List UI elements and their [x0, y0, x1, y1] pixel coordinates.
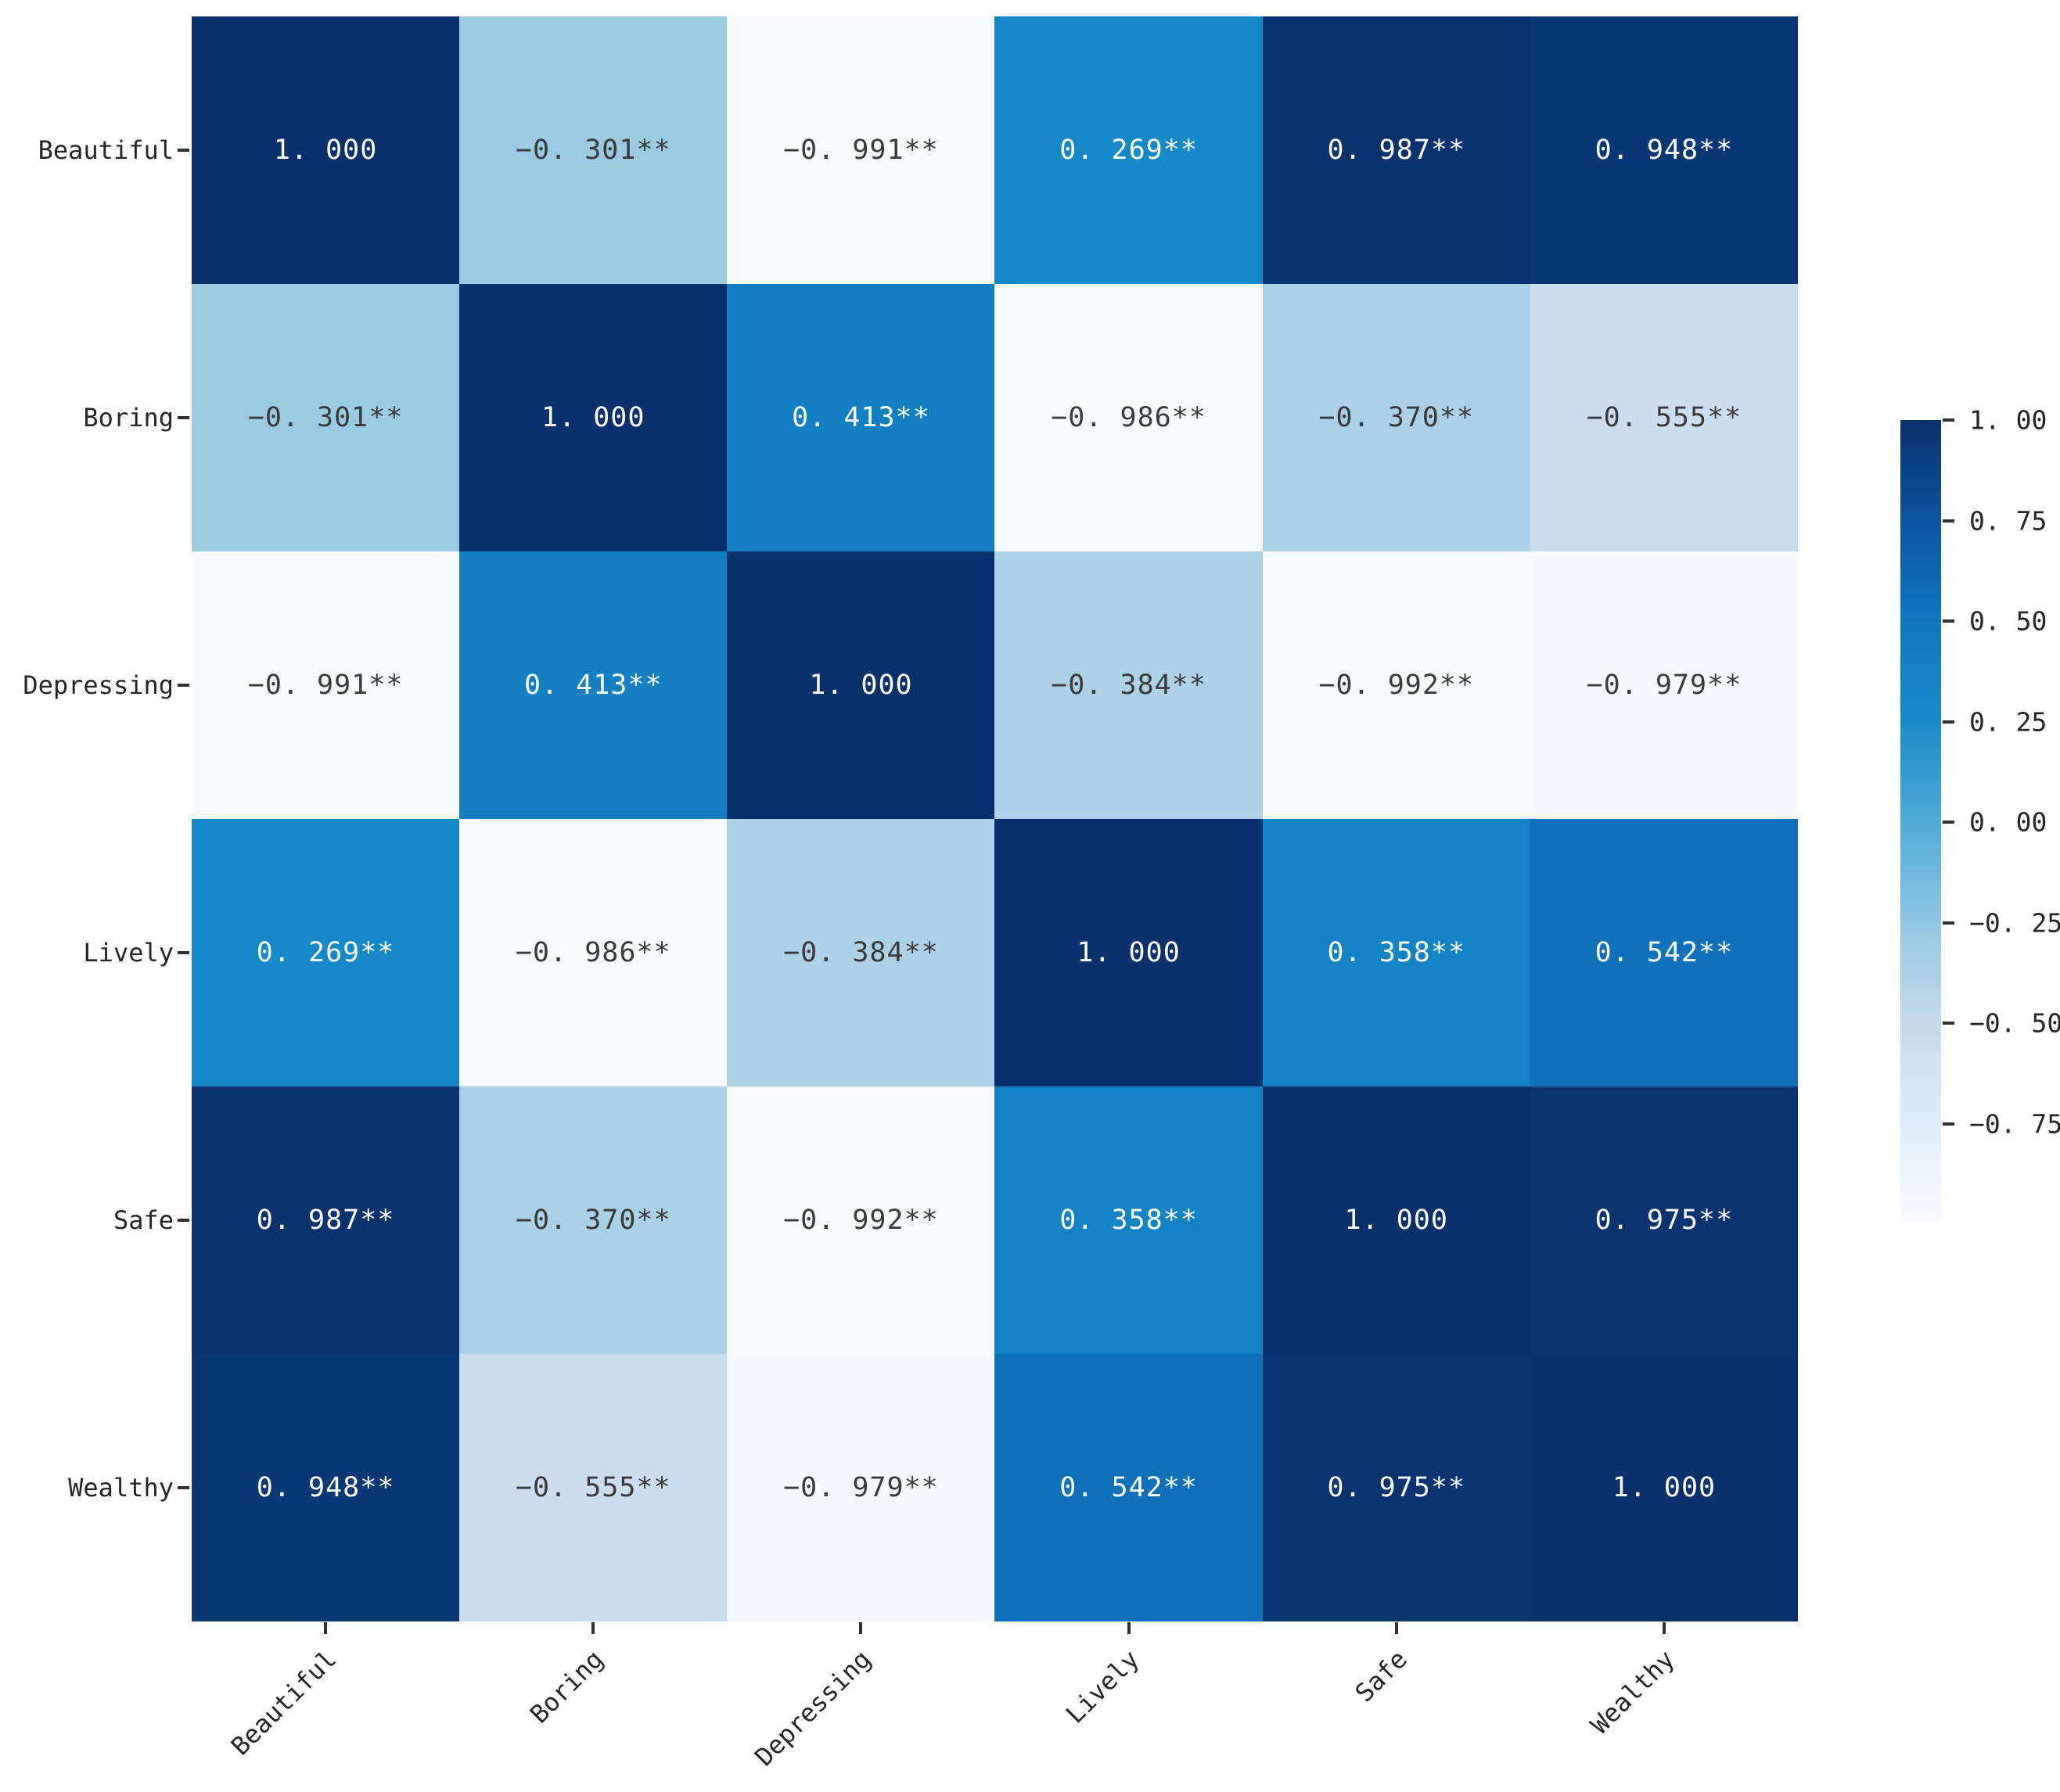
y-tick-mark — [178, 951, 189, 954]
y-tick-mark — [178, 416, 189, 419]
heatmap-cell: 0. 987** — [192, 1086, 460, 1354]
heatmap-cell: −0. 992** — [1262, 551, 1530, 819]
x-tick-mark — [1663, 1622, 1666, 1634]
colorbar-tick-mark — [1943, 418, 1954, 422]
heatmap-cell: 0. 987** — [1262, 16, 1530, 284]
colorbar-tick-mark — [1943, 921, 1954, 925]
x-tick-mark — [1395, 1622, 1398, 1634]
y-tick-label-depressing: Depressing — [23, 670, 174, 700]
colorbar-tick-label: 0. 00 — [1969, 806, 2047, 838]
heatmap-cell: 0. 948** — [192, 1354, 460, 1621]
heatmap-grid: 1. 000 −0. 301** −0. 991** 0. 269** 0. 9… — [192, 16, 1798, 1621]
x-tick-label-boring: Boring — [524, 1644, 609, 1729]
y-tick-mark — [178, 684, 189, 687]
heatmap-cell: −0. 979** — [1530, 551, 1798, 819]
y-tick-label-beautiful: Beautiful — [38, 135, 174, 165]
heatmap-cell: −0. 986** — [994, 284, 1263, 551]
x-tick-mark — [1127, 1622, 1131, 1634]
heatmap-cell: 1. 000 — [192, 16, 460, 284]
colorbar: 1. 00 0. 75 0. 50 0. 25 0. 00 −0. 25 −0.… — [1900, 405, 2060, 1221]
y-tick-label-lively: Lively — [83, 938, 174, 968]
heatmap-cell: 0. 542** — [994, 1354, 1263, 1621]
heatmap-cell: 0. 413** — [727, 284, 995, 551]
y-tick-mark — [178, 1219, 189, 1222]
colorbar-tick-label: 0. 75 — [1969, 505, 2047, 536]
y-tick-label-wealthy: Wealthy — [68, 1473, 174, 1503]
x-tick-label-safe: Safe — [1349, 1644, 1413, 1708]
y-tick-mark — [178, 1486, 189, 1489]
heatmap-cell: 1. 000 — [1530, 1354, 1798, 1621]
heatmap-cell: −0. 979** — [727, 1354, 995, 1621]
heatmap-cell: −0. 555** — [459, 1354, 728, 1621]
heatmap-cell: 0. 269** — [192, 819, 460, 1086]
colorbar-tick-mark — [1943, 1022, 1954, 1025]
y-tick-label-boring: Boring — [83, 403, 174, 433]
colorbar-gradient — [1900, 420, 1941, 1221]
x-tick-mark — [859, 1622, 862, 1634]
colorbar-tick-mark — [1943, 1122, 1954, 1126]
x-tick-label-depressing: Depressing — [749, 1644, 877, 1772]
colorbar-tick-label: −0. 50 — [1969, 1007, 2060, 1039]
x-tick-label-lively: Lively — [1060, 1644, 1145, 1729]
heatmap-cell: −0. 991** — [192, 551, 460, 819]
heatmap-cell: 0. 542** — [1530, 819, 1798, 1086]
colorbar-tick-label: 0. 25 — [1969, 706, 2047, 738]
colorbar-tick-label: −0. 75 — [1969, 1108, 2060, 1140]
heatmap-cell: −0. 301** — [459, 16, 728, 284]
heatmap-cell: −0. 555** — [1530, 284, 1798, 551]
heatmap-cell: 0. 358** — [1262, 819, 1530, 1086]
heatmap-cell: −0. 986** — [459, 819, 728, 1086]
heatmap-cell: 1. 000 — [1262, 1086, 1530, 1354]
heatmap-cell: 0. 413** — [459, 551, 728, 819]
x-tick-mark — [591, 1622, 595, 1634]
y-tick-label-safe: Safe — [113, 1205, 174, 1235]
heatmap-cell: 0. 358** — [994, 1086, 1263, 1354]
colorbar-tick-label: 1. 00 — [1969, 404, 2047, 436]
colorbar-tick-mark — [1943, 519, 1954, 523]
heatmap-cell: −0. 301** — [192, 284, 460, 551]
x-tick-label-beautiful: Beautiful — [225, 1644, 342, 1761]
colorbar-tick-label: −0. 25 — [1969, 907, 2060, 939]
heatmap-cell: −0. 370** — [1262, 284, 1530, 551]
colorbar-tick-mark — [1943, 619, 1954, 623]
heatmap-cell: 1. 000 — [459, 284, 728, 551]
colorbar-tick-mark — [1943, 720, 1954, 724]
x-tick-mark — [324, 1622, 327, 1634]
heatmap-cell: 0. 975** — [1262, 1354, 1530, 1621]
heatmap-cell: −0. 384** — [727, 819, 995, 1086]
heatmap-cell: 1. 000 — [994, 819, 1263, 1086]
heatmap-cell: −0. 370** — [459, 1086, 728, 1354]
colorbar-tick-mark — [1943, 821, 1954, 824]
heatmap-cell: 1. 000 — [727, 551, 995, 819]
x-tick-label-wealthy: Wealthy — [1584, 1644, 1681, 1740]
y-tick-mark — [178, 149, 189, 152]
heatmap-cell: 0. 948** — [1530, 16, 1798, 284]
heatmap-cell: 0. 975** — [1530, 1086, 1798, 1354]
heatmap-cell: −0. 992** — [727, 1086, 995, 1354]
heatmap-cell: −0. 991** — [727, 16, 995, 284]
colorbar-tick-label: 0. 50 — [1969, 605, 2047, 637]
heatmap-cell: 0. 269** — [994, 16, 1263, 284]
heatmap-cell: −0. 384** — [994, 551, 1263, 819]
